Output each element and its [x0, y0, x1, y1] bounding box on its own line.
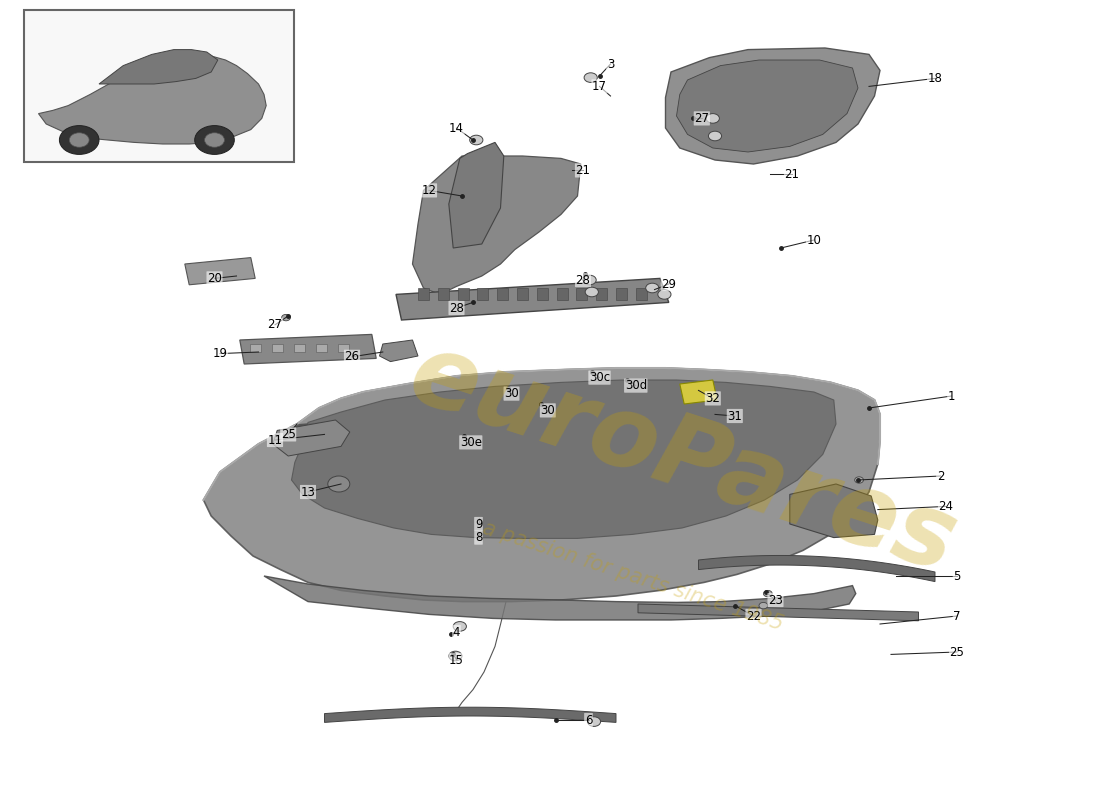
Circle shape	[470, 135, 483, 145]
Text: 12: 12	[421, 184, 437, 197]
Text: 5: 5	[954, 570, 960, 582]
Circle shape	[282, 314, 290, 321]
Circle shape	[584, 73, 597, 82]
Circle shape	[453, 622, 466, 631]
Text: 31: 31	[727, 410, 742, 422]
Text: 15: 15	[449, 654, 464, 666]
Text: 25: 25	[280, 428, 296, 441]
Text: 3: 3	[607, 58, 614, 70]
Circle shape	[759, 602, 768, 609]
Text: 30: 30	[504, 387, 519, 400]
Polygon shape	[99, 50, 218, 84]
Polygon shape	[680, 380, 717, 404]
Text: 26: 26	[344, 350, 360, 363]
Polygon shape	[39, 54, 266, 144]
Bar	[517, 288, 528, 300]
Circle shape	[59, 126, 99, 154]
Text: 7: 7	[954, 610, 960, 622]
Circle shape	[855, 477, 864, 483]
Polygon shape	[379, 340, 418, 362]
Circle shape	[69, 133, 89, 147]
Polygon shape	[264, 576, 856, 620]
Text: 27: 27	[694, 112, 710, 125]
Circle shape	[658, 290, 671, 299]
Text: 11: 11	[267, 434, 283, 446]
Bar	[272, 344, 283, 352]
Text: 22: 22	[746, 610, 761, 622]
Polygon shape	[240, 334, 376, 364]
Polygon shape	[204, 368, 880, 602]
Text: 8: 8	[475, 531, 482, 544]
Text: 4: 4	[453, 626, 460, 638]
Bar	[596, 288, 607, 300]
Text: 9: 9	[475, 518, 482, 530]
Text: 30: 30	[540, 404, 556, 417]
Circle shape	[449, 651, 462, 661]
Text: 29: 29	[661, 278, 676, 290]
Bar	[616, 288, 627, 300]
Bar	[636, 288, 647, 300]
Circle shape	[205, 133, 224, 147]
Circle shape	[763, 590, 772, 597]
Text: 21: 21	[575, 164, 591, 177]
Polygon shape	[790, 484, 878, 538]
Polygon shape	[676, 60, 858, 152]
Polygon shape	[292, 380, 836, 538]
Text: 13: 13	[300, 486, 316, 498]
Text: euroPares: euroPares	[397, 326, 967, 594]
Polygon shape	[396, 278, 669, 320]
Bar	[294, 344, 305, 352]
Polygon shape	[324, 707, 616, 722]
Polygon shape	[449, 142, 504, 248]
Bar	[250, 344, 261, 352]
Bar	[458, 288, 469, 300]
Polygon shape	[273, 420, 350, 456]
Bar	[497, 288, 508, 300]
Polygon shape	[638, 604, 918, 621]
Bar	[316, 344, 327, 352]
Circle shape	[646, 283, 659, 293]
Bar	[537, 288, 548, 300]
Circle shape	[706, 114, 719, 123]
Bar	[338, 344, 349, 352]
Text: 1: 1	[948, 390, 955, 402]
Text: 27: 27	[267, 318, 283, 331]
Circle shape	[328, 476, 350, 492]
Text: 30d: 30d	[625, 379, 647, 392]
Text: 28: 28	[575, 274, 591, 286]
Bar	[24, 10, 294, 162]
Circle shape	[585, 287, 598, 297]
Circle shape	[195, 126, 234, 154]
Text: 20: 20	[207, 272, 222, 285]
Polygon shape	[412, 156, 581, 294]
Text: 18: 18	[927, 72, 943, 85]
Text: 32: 32	[705, 392, 720, 405]
Text: 25: 25	[949, 646, 965, 658]
Text: 28: 28	[449, 302, 464, 314]
Bar	[576, 288, 587, 300]
Text: 21: 21	[784, 168, 800, 181]
Text: 30c: 30c	[588, 371, 610, 384]
Text: 10: 10	[806, 234, 822, 246]
Circle shape	[587, 717, 601, 726]
Text: 24: 24	[938, 500, 954, 513]
Bar	[477, 288, 488, 300]
Polygon shape	[698, 555, 935, 582]
Polygon shape	[185, 258, 255, 285]
Text: 30e: 30e	[460, 436, 482, 449]
Text: 14: 14	[449, 122, 464, 134]
Bar	[438, 288, 449, 300]
Text: 2: 2	[937, 470, 944, 482]
Circle shape	[583, 275, 596, 285]
Text: 6: 6	[585, 714, 592, 726]
Polygon shape	[666, 48, 880, 164]
Bar	[557, 288, 568, 300]
Text: 19: 19	[212, 347, 228, 360]
Text: a passion for parts since 1985: a passion for parts since 1985	[480, 518, 785, 634]
Text: 17: 17	[592, 80, 607, 93]
Circle shape	[708, 131, 722, 141]
Bar	[418, 288, 429, 300]
Text: 23: 23	[768, 594, 783, 606]
